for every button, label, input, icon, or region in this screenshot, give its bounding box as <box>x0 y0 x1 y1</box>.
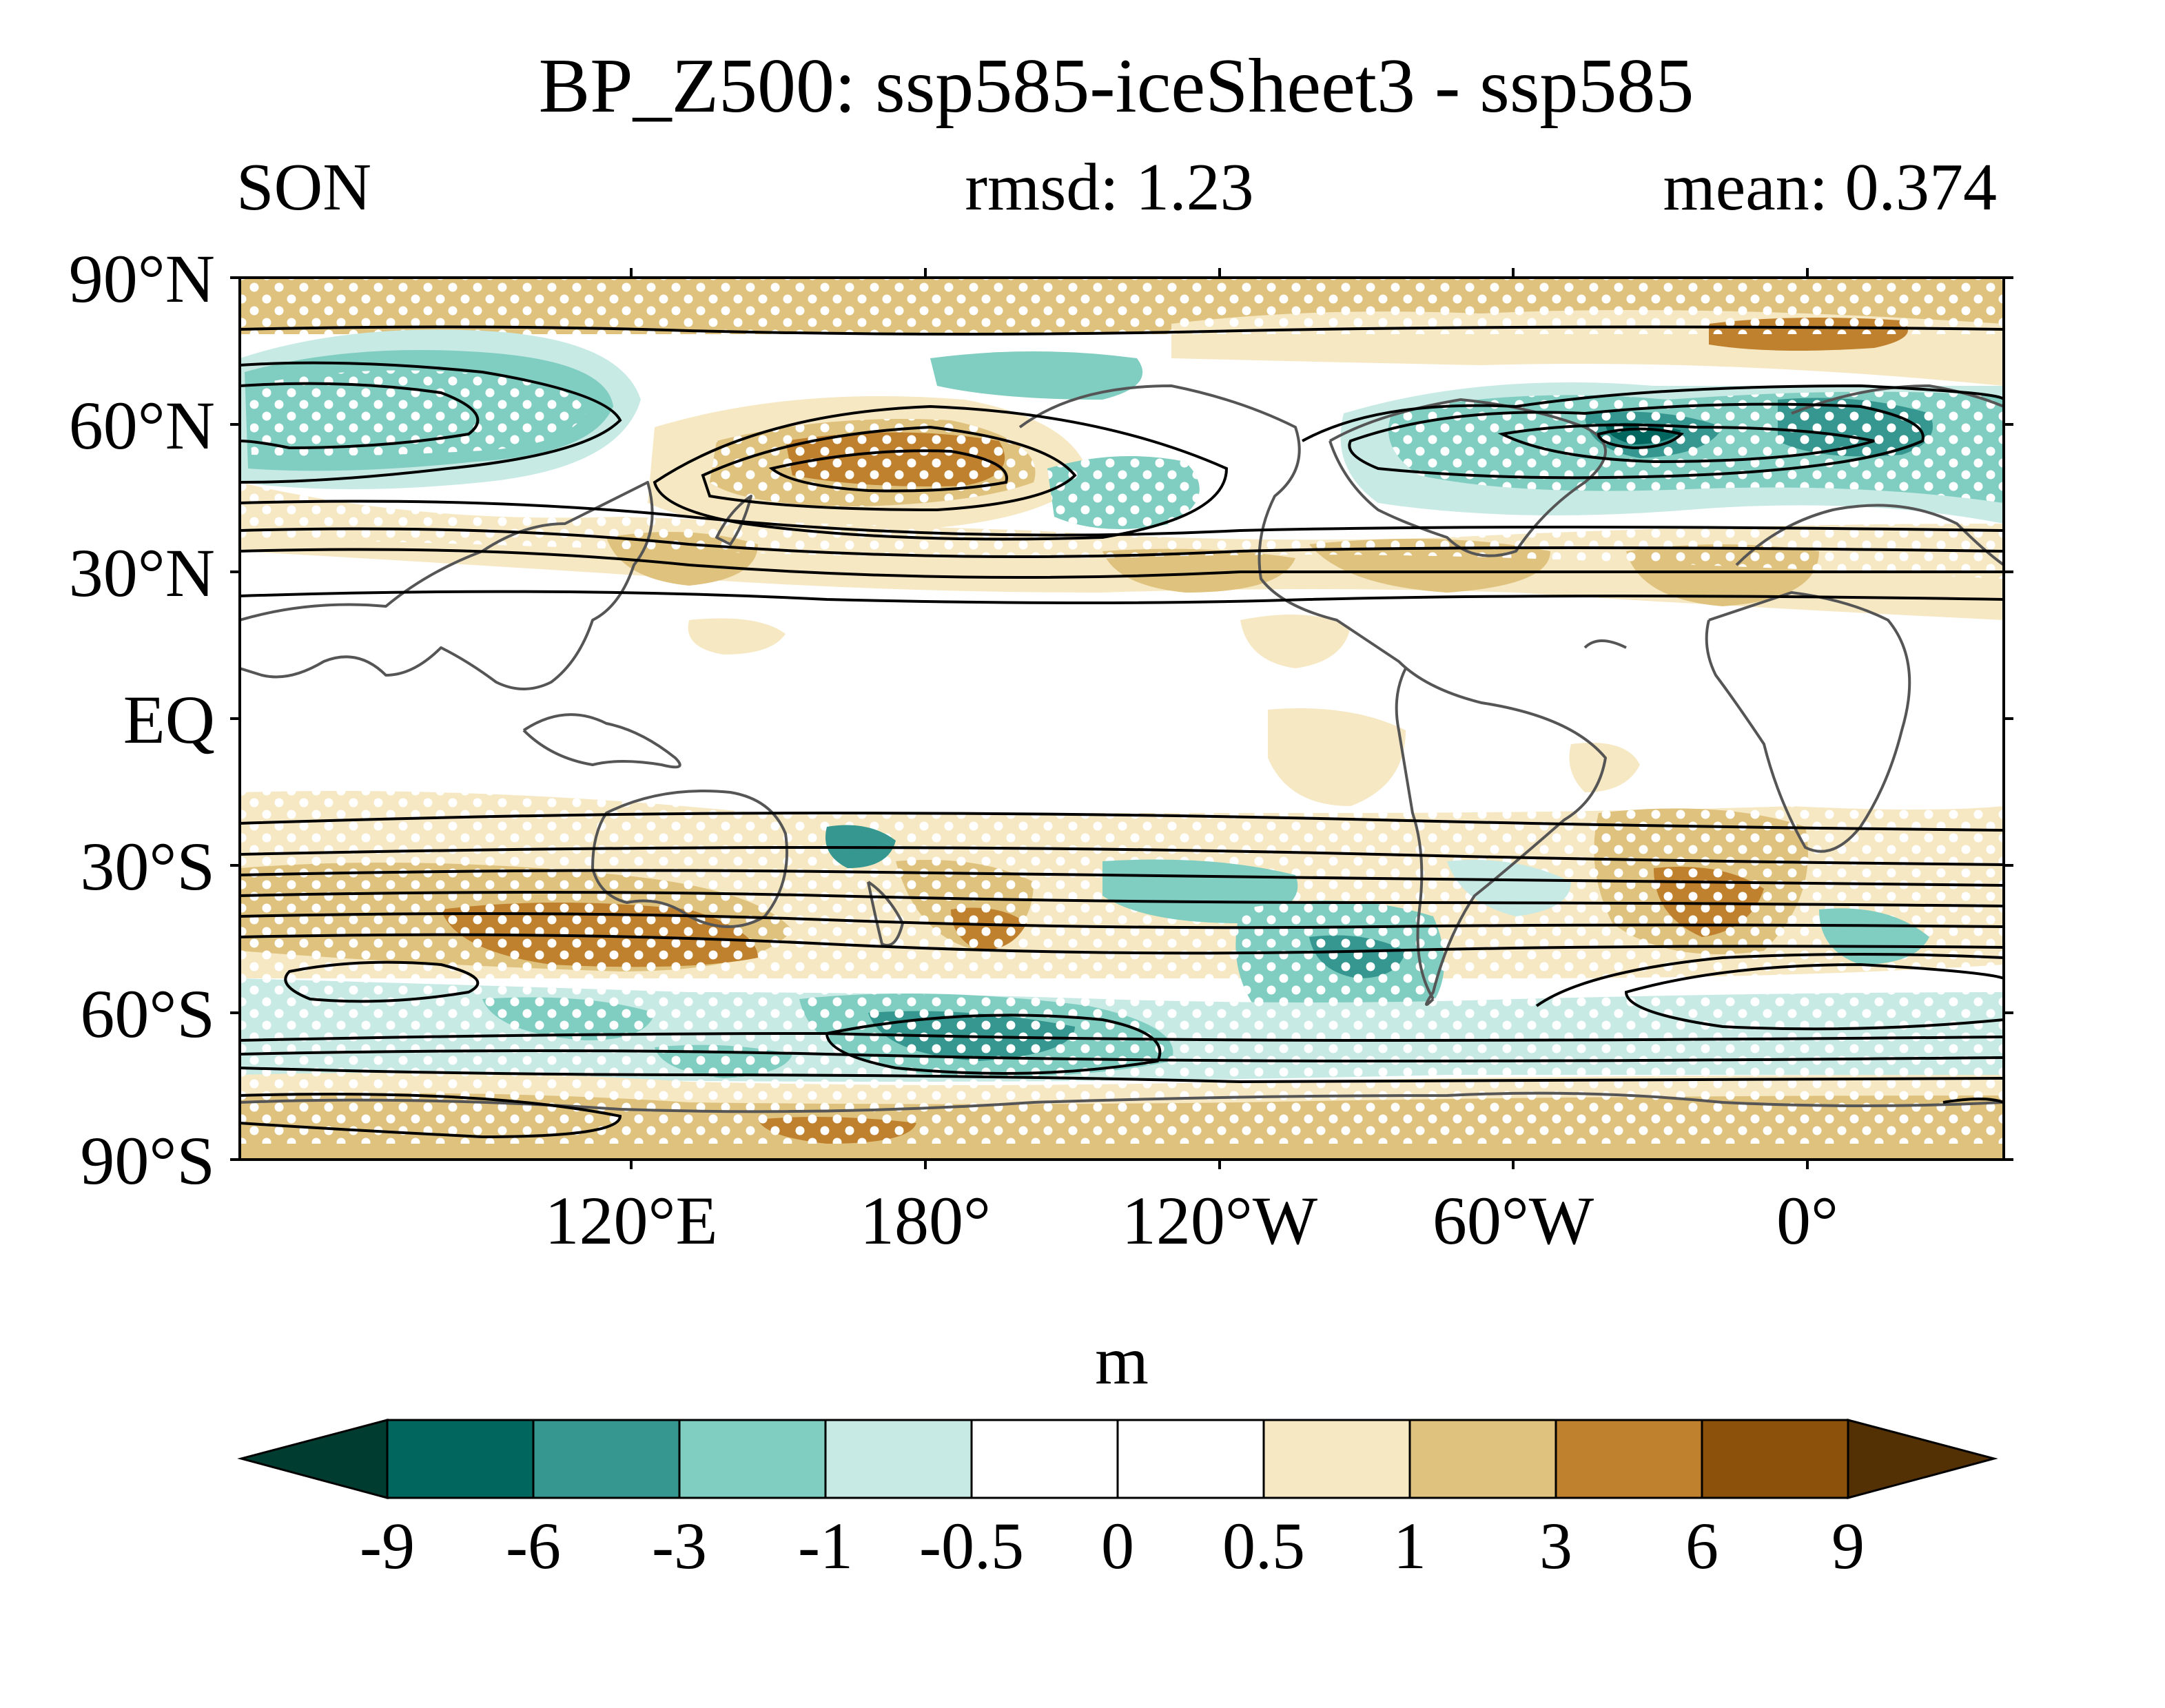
colorbar-label: -6 <box>506 1509 561 1583</box>
season-label: SON <box>236 150 371 225</box>
map-panel <box>240 278 2004 1160</box>
lon-label-180: 180° <box>860 1182 991 1259</box>
lon-label-120e: 120°E <box>544 1182 717 1259</box>
colorbar-labels: -9 -6 -3 -1 -0.5 0 0.5 1 3 6 9 <box>360 1509 1865 1583</box>
colorbar-bin-4 <box>824 1419 973 1499</box>
colorbar-bin-6 <box>1116 1419 1265 1499</box>
colorbar-unit: m <box>1095 1322 1149 1399</box>
colorbar-bin-1 <box>386 1419 535 1499</box>
lat-label-60n: 60°N <box>69 387 215 464</box>
colorbar-arrow-low <box>237 1419 389 1499</box>
longitude-labels: 120°E 180° 120°W 60°W 0° <box>544 1182 1838 1259</box>
colorbar-label: -1 <box>798 1509 853 1583</box>
plot-title: BP_Z500: ssp585-iceSheet3 - ssp585 <box>539 43 1694 129</box>
lat-label-90s: 90°S <box>80 1122 215 1199</box>
anomaly-arctic <box>240 278 2004 386</box>
colorbar-label: -0.5 <box>919 1509 1024 1583</box>
colorbar-bin-2 <box>532 1419 681 1499</box>
colorbar-label: 9 <box>1831 1509 1865 1583</box>
colorbar-label: 0 <box>1101 1509 1134 1583</box>
colorbar-label: 0.5 <box>1222 1509 1305 1583</box>
rmsd-label: rmsd: 1.23 <box>965 150 1253 225</box>
colorbar-bin-9 <box>1555 1419 1703 1499</box>
lon-label-120w: 120°W <box>1122 1182 1318 1259</box>
colorbar-bin-8 <box>1408 1419 1557 1499</box>
colorbar-label: -9 <box>360 1509 415 1583</box>
climatology-contours <box>240 325 2004 1139</box>
lat-label-60s: 60°S <box>80 976 215 1052</box>
colorbar <box>237 1419 1998 1499</box>
colorbar-label: -3 <box>652 1509 707 1583</box>
lat-label-30n: 30°N <box>69 535 215 611</box>
colorbar-bin-7 <box>1262 1419 1411 1499</box>
anomaly-antarctic <box>240 1072 2004 1160</box>
anomaly-tropics <box>688 615 1640 806</box>
colorbar-bin-10 <box>1701 1419 1849 1499</box>
colorbar-bin-5 <box>970 1419 1119 1499</box>
latitude-labels: 90°N 60°N 30°N EQ 30°S 60°S 90°S <box>69 240 215 1199</box>
axis-ticks <box>230 268 2013 1169</box>
lat-label-90n: 90°N <box>69 240 215 317</box>
anomaly-sh <box>240 791 2004 1082</box>
anomaly-nh <box>240 329 2004 620</box>
lon-label-60w: 60°W <box>1433 1182 1594 1259</box>
mean-label: mean: 0.374 <box>1663 150 1997 225</box>
colorbar-bin-3 <box>678 1419 827 1499</box>
colorbar-arrow-high <box>1847 1419 1998 1499</box>
lat-label-30s: 30°S <box>80 828 215 905</box>
colorbar-label: 6 <box>1685 1509 1718 1583</box>
lon-label-0: 0° <box>1776 1182 1838 1259</box>
colorbar-label: 1 <box>1393 1509 1426 1583</box>
lat-label-eq: EQ <box>123 681 215 758</box>
colorbar-label: 3 <box>1539 1509 1572 1583</box>
